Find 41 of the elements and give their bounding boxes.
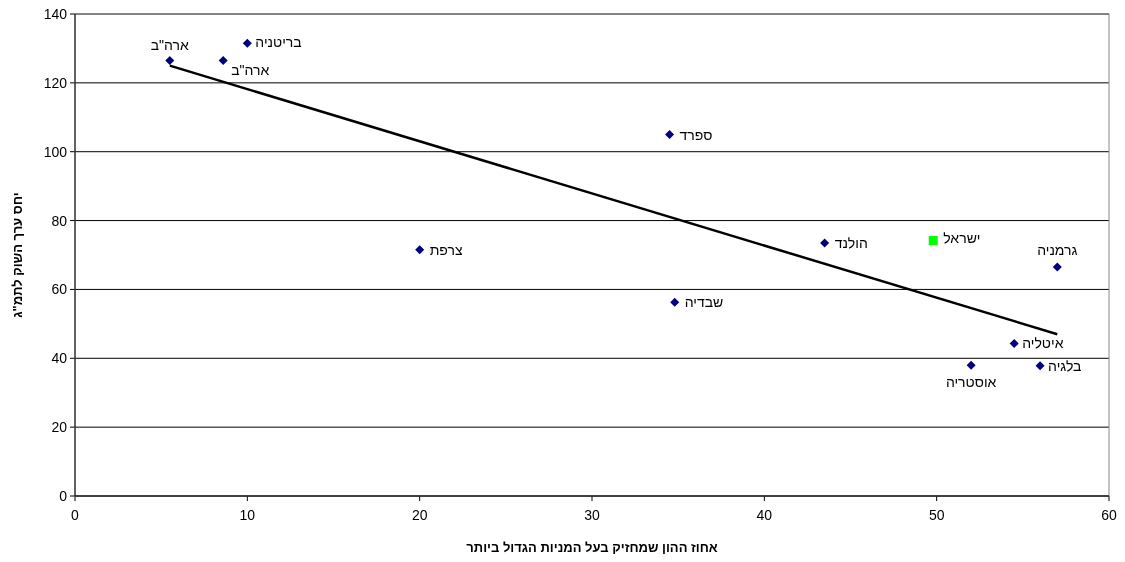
series-label: ארה"ב <box>150 37 190 54</box>
series-label: ספרד <box>679 126 713 143</box>
y-axis-title: יחס ערך השוק לתמ"ג <box>10 192 25 318</box>
x-tick-label: 10 <box>239 507 256 523</box>
x-tick-label: 40 <box>756 507 773 523</box>
y-tick-label: 40 <box>51 350 68 367</box>
x-tick-label: 0 <box>71 507 80 523</box>
y-tick-label: 60 <box>51 281 68 298</box>
point <box>1035 361 1045 371</box>
series-label: ישראל <box>943 229 981 246</box>
x-tick-label: 50 <box>928 507 945 523</box>
x-tick-label: 20 <box>411 507 428 523</box>
point <box>670 297 680 307</box>
y-tick-label: 120 <box>43 74 68 91</box>
series-label: בלגיה <box>1048 357 1082 374</box>
series-label: ארה"ב <box>231 62 270 79</box>
point <box>1052 262 1062 272</box>
x-tick-label: 60 <box>1101 507 1117 523</box>
point <box>966 360 976 370</box>
y-tick-label: 20 <box>51 419 68 436</box>
series-label: שבדיה <box>684 294 724 311</box>
series-label: גרמניה <box>1037 242 1078 259</box>
x-tick-label: 30 <box>584 507 600 523</box>
point <box>665 130 675 139</box>
point <box>1009 338 1019 348</box>
y-tick-label: 80 <box>51 212 68 229</box>
y-tick-label: 100 <box>43 143 68 160</box>
point <box>820 238 830 248</box>
y-tick-label: 0 <box>59 488 68 504</box>
series-label: צרפת <box>429 241 463 258</box>
series-label: בריטניה <box>255 34 302 51</box>
series-label: הולנד <box>834 234 868 251</box>
series-label: אוסטריה <box>945 374 997 391</box>
series-label: איטליה <box>1022 335 1064 352</box>
y-tick-label: 140 <box>43 6 68 22</box>
x-axis-title: אחוז ההון שמחזיק בעל המניות הגדול ביותר <box>466 540 718 555</box>
point <box>242 38 252 48</box>
point <box>165 55 175 65</box>
point <box>218 55 228 65</box>
point <box>415 245 425 255</box>
point <box>928 236 938 246</box>
